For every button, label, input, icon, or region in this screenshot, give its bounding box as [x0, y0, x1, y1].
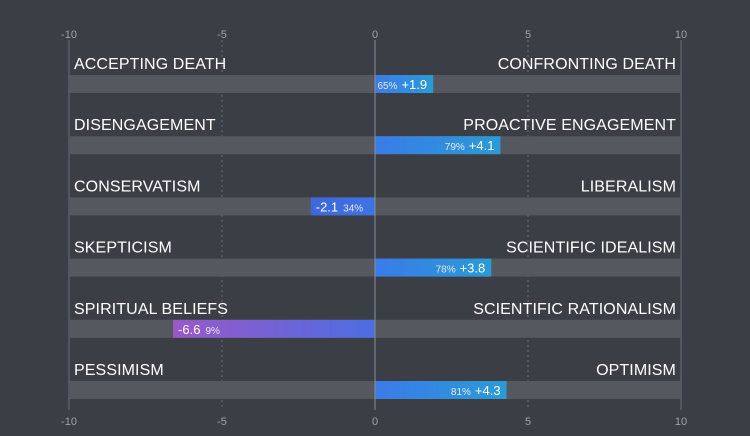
right-pole-label: CONFRONTING DEATH [498, 56, 676, 73]
tick-label-top: 0 [372, 29, 378, 41]
tick-label-top: 5 [525, 29, 531, 41]
value-label: +1.9 [401, 77, 427, 92]
left-pole-label: SPIRITUAL BELIEFS [74, 301, 228, 318]
tick-label-bottom: -5 [217, 416, 227, 428]
tick-label-bottom: 10 [675, 416, 687, 428]
tick-label-bottom: 5 [525, 416, 531, 428]
right-pole-label: LIBERALISM [581, 178, 676, 195]
percent-label: 34% [343, 203, 363, 214]
right-pole-label: OPTIMISM [596, 362, 676, 379]
percent-label: 78% [436, 265, 456, 276]
bar [375, 381, 507, 399]
percent-label: 81% [451, 387, 471, 398]
value-label: +4.3 [475, 383, 501, 398]
left-pole-label: DISENGAGEMENT [74, 117, 216, 134]
bar [375, 136, 501, 155]
right-pole-label: PROACTIVE ENGAGEMENT [463, 117, 676, 134]
left-pole-label: SKEPTICISM [74, 240, 172, 257]
value-label: -2.1 [316, 199, 338, 214]
tick-label-top: -5 [217, 29, 227, 41]
percent-label: 65% [377, 81, 397, 92]
tick-label-top: 10 [675, 29, 687, 41]
value-label: +4.1 [469, 138, 495, 153]
tick-label-bottom: 0 [372, 416, 378, 428]
left-pole-label: ACCEPTING DEATH [74, 56, 226, 73]
labels: ACCEPTING DEATH CONFRONTING DEATH +1.9 65% D… [74, 56, 676, 398]
right-pole-label: SCIENTIFIC IDEALISM [506, 240, 676, 257]
value-label: +3.8 [460, 261, 486, 276]
bar [173, 319, 375, 338]
bar [375, 258, 492, 277]
left-pole-label: PESSIMISM [74, 362, 164, 379]
grid [68, 40, 682, 410]
right-pole-label: SCIENTIFIC RATIONALISM [473, 301, 676, 318]
bar [375, 75, 434, 93]
tick-label-top: -10 [61, 29, 77, 41]
bars [173, 75, 507, 399]
value-label: -6.6 [178, 322, 200, 337]
axis-ticks: -10 -10 -5 -5 0 0 5 5 10 10 [61, 29, 687, 428]
bar [310, 197, 375, 216]
tick-label-bottom: -10 [61, 416, 77, 428]
percent-label: 9% [205, 326, 220, 337]
percent-label: 79% [445, 142, 465, 153]
left-pole-label: CONSERVATISM [74, 178, 201, 195]
